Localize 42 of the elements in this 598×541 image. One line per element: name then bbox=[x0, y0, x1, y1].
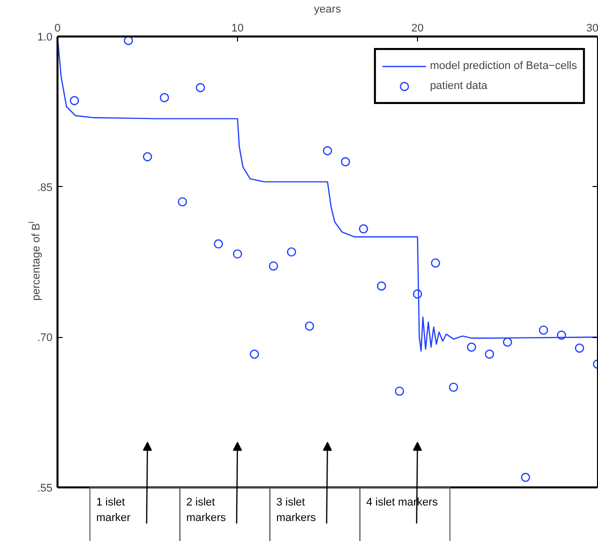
point bbox=[160, 93, 170, 102]
point bbox=[250, 350, 260, 359]
point bbox=[340, 157, 350, 166]
text: 2 islet markers bbox=[186, 496, 226, 524]
x-tick-label: 20 bbox=[411, 22, 424, 34]
point bbox=[304, 321, 314, 331]
point bbox=[556, 330, 566, 340]
x-tick-label: 10 bbox=[231, 22, 244, 34]
y-tick-label: .85 bbox=[37, 182, 53, 194]
point bbox=[232, 249, 242, 259]
y-axis-title: percentage of BI bbox=[27, 221, 42, 301]
legend-label: patient data bbox=[430, 80, 488, 92]
y-tick-label: 1.0 bbox=[37, 32, 53, 44]
point bbox=[178, 197, 188, 206]
x-tick-label: 0 bbox=[54, 22, 61, 34]
point bbox=[412, 289, 422, 299]
point bbox=[394, 386, 404, 396]
point bbox=[502, 338, 512, 347]
legend-label: model prediction of Beta−cells bbox=[430, 60, 577, 72]
point bbox=[484, 350, 494, 359]
point bbox=[448, 382, 458, 392]
y-tick-label: .55 bbox=[37, 482, 53, 494]
point bbox=[538, 325, 548, 335]
text: 3 islet markers bbox=[276, 496, 316, 524]
point bbox=[322, 146, 332, 156]
point bbox=[358, 224, 368, 234]
point bbox=[376, 281, 386, 291]
point bbox=[196, 83, 206, 92]
point bbox=[70, 96, 80, 106]
point bbox=[466, 342, 476, 352]
point bbox=[430, 258, 440, 268]
y-tick-label: .70 bbox=[37, 332, 53, 344]
point bbox=[124, 36, 134, 46]
point bbox=[286, 247, 296, 257]
x-tick-label: 30 bbox=[586, 22, 598, 34]
point bbox=[268, 261, 278, 271]
point bbox=[214, 239, 224, 249]
point bbox=[574, 344, 584, 353]
text: 1 islet marker bbox=[96, 496, 131, 524]
x-axis-title: years bbox=[314, 4, 342, 16]
point bbox=[142, 152, 152, 162]
point bbox=[520, 472, 530, 482]
